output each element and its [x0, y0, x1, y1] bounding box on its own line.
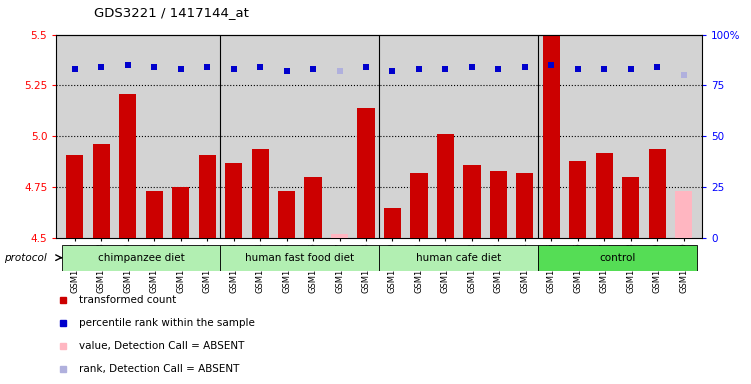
Bar — [92, 144, 110, 238]
Bar — [221, 245, 379, 271]
Bar — [198, 155, 216, 238]
Bar — [357, 108, 375, 238]
Point — [599, 66, 611, 72]
Point — [677, 72, 689, 78]
Point — [95, 64, 107, 70]
Bar — [675, 191, 692, 238]
Bar — [225, 163, 243, 238]
Text: chimpanzee diet: chimpanzee diet — [98, 253, 185, 263]
Text: value, Detection Call = ABSENT: value, Detection Call = ABSENT — [79, 341, 244, 351]
Bar — [379, 245, 538, 271]
Point — [254, 64, 266, 70]
Bar — [543, 35, 560, 238]
Bar — [463, 165, 481, 238]
Text: GDS3221 / 1417144_at: GDS3221 / 1417144_at — [94, 6, 249, 19]
Point — [333, 68, 345, 74]
Point — [625, 66, 637, 72]
Bar — [119, 94, 137, 238]
Point — [228, 66, 240, 72]
Text: protocol: protocol — [4, 253, 47, 263]
Text: rank, Detection Call = ABSENT: rank, Detection Call = ABSENT — [79, 364, 240, 374]
Point — [122, 62, 134, 68]
Point — [281, 68, 293, 74]
Bar — [66, 155, 83, 238]
Bar — [596, 152, 613, 238]
Point — [69, 66, 81, 72]
Point — [519, 64, 531, 70]
Bar — [649, 149, 666, 238]
Bar — [516, 173, 533, 238]
Bar — [622, 177, 639, 238]
Bar — [569, 161, 587, 238]
Text: percentile rank within the sample: percentile rank within the sample — [79, 318, 255, 328]
Text: human cafe diet: human cafe diet — [416, 253, 501, 263]
Bar — [490, 171, 507, 238]
Point — [413, 66, 425, 72]
Bar — [384, 207, 401, 238]
Point — [175, 66, 187, 72]
Point — [439, 66, 451, 72]
Point — [466, 64, 478, 70]
Bar — [331, 234, 348, 238]
Bar — [304, 177, 321, 238]
Bar — [538, 245, 697, 271]
Point — [572, 66, 584, 72]
Text: control: control — [599, 253, 635, 263]
Text: transformed count: transformed count — [79, 295, 176, 305]
Point — [360, 64, 372, 70]
Text: human fast food diet: human fast food diet — [246, 253, 354, 263]
Bar — [172, 187, 189, 238]
Point — [387, 68, 399, 74]
Point — [201, 64, 213, 70]
Bar — [410, 173, 427, 238]
Bar — [437, 134, 454, 238]
Bar — [278, 191, 295, 238]
Point — [148, 64, 160, 70]
Point — [651, 64, 663, 70]
Point — [307, 66, 319, 72]
Bar — [252, 149, 269, 238]
Bar — [62, 245, 221, 271]
Point — [545, 62, 557, 68]
Point — [493, 66, 505, 72]
Bar — [146, 191, 163, 238]
